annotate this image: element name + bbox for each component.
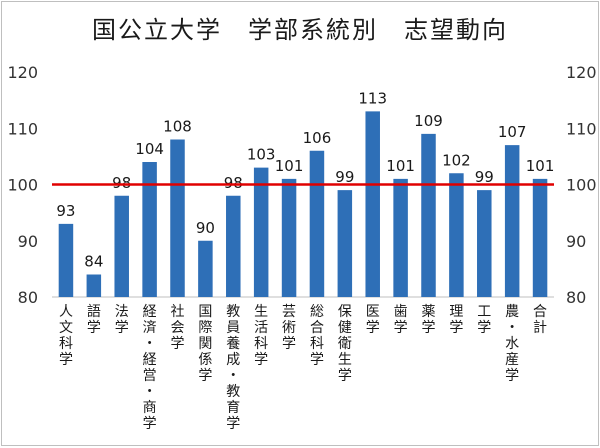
category-label: 人文科学: [59, 304, 73, 368]
data-label: 98: [112, 174, 131, 192]
category-label: 薬学: [422, 304, 436, 336]
y-tick-label-left: 80: [18, 288, 38, 307]
category-label: 保健衛生学: [338, 304, 352, 384]
data-label: 101: [526, 157, 555, 175]
bar: [365, 111, 380, 297]
category-label: 理学: [449, 304, 463, 336]
bar: [449, 173, 464, 297]
category-label: 国際関係学: [198, 304, 212, 384]
bar: [58, 223, 74, 297]
category-label: 工学: [477, 304, 491, 336]
bar: [86, 274, 102, 297]
data-label: 101: [386, 157, 415, 175]
bar: [226, 195, 241, 297]
y-tick-label-right: 80: [566, 288, 586, 307]
bar: [532, 178, 548, 297]
category-label: 生活科学: [254, 304, 268, 368]
bar: [198, 240, 213, 297]
category-label: 法学: [115, 304, 129, 336]
data-label: 99: [475, 168, 494, 186]
category-label: 歯学: [394, 304, 408, 336]
data-label: 108: [163, 118, 192, 136]
data-label: 102: [442, 151, 471, 169]
data-label: 101: [275, 157, 304, 175]
data-label: 107: [498, 123, 527, 141]
category-label: 芸術学: [282, 304, 296, 352]
category-label: 総合科学: [310, 304, 324, 368]
category-label: 経済・経営・商学: [143, 304, 157, 432]
data-label: 109: [414, 112, 443, 130]
data-label: 104: [135, 140, 164, 158]
y-tick-label-right: 120: [566, 63, 597, 82]
y-tick-label-right: 100: [566, 176, 597, 195]
data-label: 103: [247, 146, 276, 164]
category-label: 医学: [366, 304, 380, 336]
y-tick-label-right: 110: [566, 119, 597, 138]
y-tick-label-left: 110: [7, 119, 38, 138]
bar: [393, 178, 408, 297]
bar: [253, 167, 269, 297]
bar: [309, 150, 325, 297]
y-tick-label-left: 90: [18, 232, 38, 251]
data-label: 113: [358, 89, 387, 107]
category-label: 教員養成・教育学: [226, 304, 240, 432]
data-label: 93: [56, 202, 75, 220]
category-label: 農・水産学: [505, 304, 519, 384]
chart-title: 国公立大学 学部系統別 志望動向: [92, 16, 508, 44]
bar: [477, 190, 492, 297]
y-tick-label-left: 100: [7, 176, 38, 195]
category-label: 語学: [87, 304, 101, 336]
data-label: 90: [196, 219, 215, 237]
bar: [142, 162, 157, 297]
bar: [337, 190, 353, 297]
category-label: 合計: [533, 304, 547, 336]
y-tick-label-left: 120: [7, 63, 38, 82]
bar: [504, 145, 520, 297]
bar: [421, 133, 436, 297]
category-label: 社会学: [171, 304, 185, 352]
data-label: 99: [335, 168, 354, 186]
bar: [281, 178, 297, 297]
bar: [170, 139, 185, 297]
y-tick-label-right: 90: [566, 232, 586, 251]
data-label: 98: [224, 174, 243, 192]
data-label: 106: [303, 129, 332, 147]
data-label: 84: [84, 253, 103, 271]
bar: [114, 195, 129, 297]
